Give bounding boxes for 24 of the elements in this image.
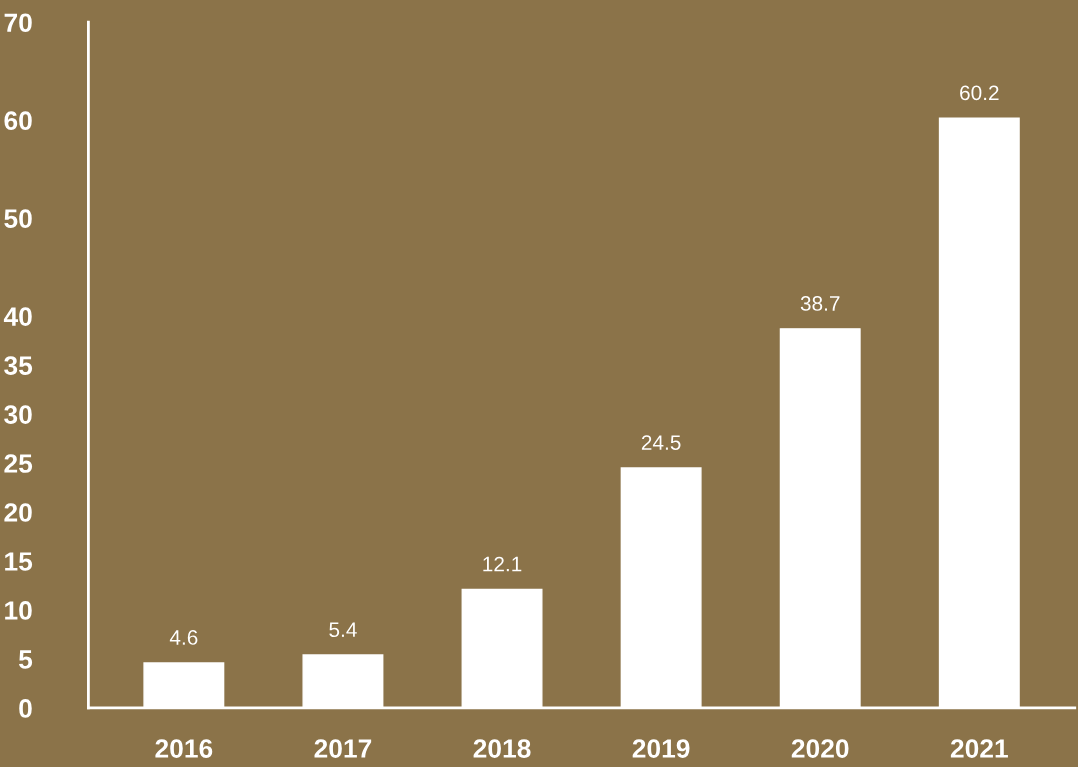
data-label: 4.6: [169, 630, 198, 645]
data-label: 12.1: [483, 556, 522, 572]
y-tick-label: 20: [4, 503, 32, 522]
x-tick-label: 2021: [950, 739, 1008, 758]
y-tick-label: 5: [18, 650, 33, 669]
y-tick-label: 30: [4, 405, 32, 424]
y-tick-label: 50: [4, 209, 32, 228]
y-tick-label: 70: [4, 13, 32, 33]
y-tick-label: 0: [19, 699, 32, 718]
data-label: 24.5: [641, 435, 681, 450]
y-tick-label: 35: [4, 356, 33, 375]
data-label: 5.4: [329, 622, 357, 638]
x-tick-label: 2019: [632, 739, 690, 758]
y-tick-label: 40: [3, 307, 32, 326]
y-tick-label: 25: [4, 454, 33, 473]
data-label: 60.2: [960, 85, 999, 101]
y-tick-label: 10: [5, 601, 32, 620]
x-tick-label: 2016: [155, 739, 213, 758]
x-tick-label: 2020: [791, 739, 849, 758]
x-tick-label: 2017: [314, 739, 372, 758]
x-tick-label: 2018: [473, 739, 531, 758]
data-label: 38.7: [800, 296, 840, 311]
y-tick-label: 60: [4, 111, 32, 131]
y-tick-label: 15: [5, 552, 33, 571]
